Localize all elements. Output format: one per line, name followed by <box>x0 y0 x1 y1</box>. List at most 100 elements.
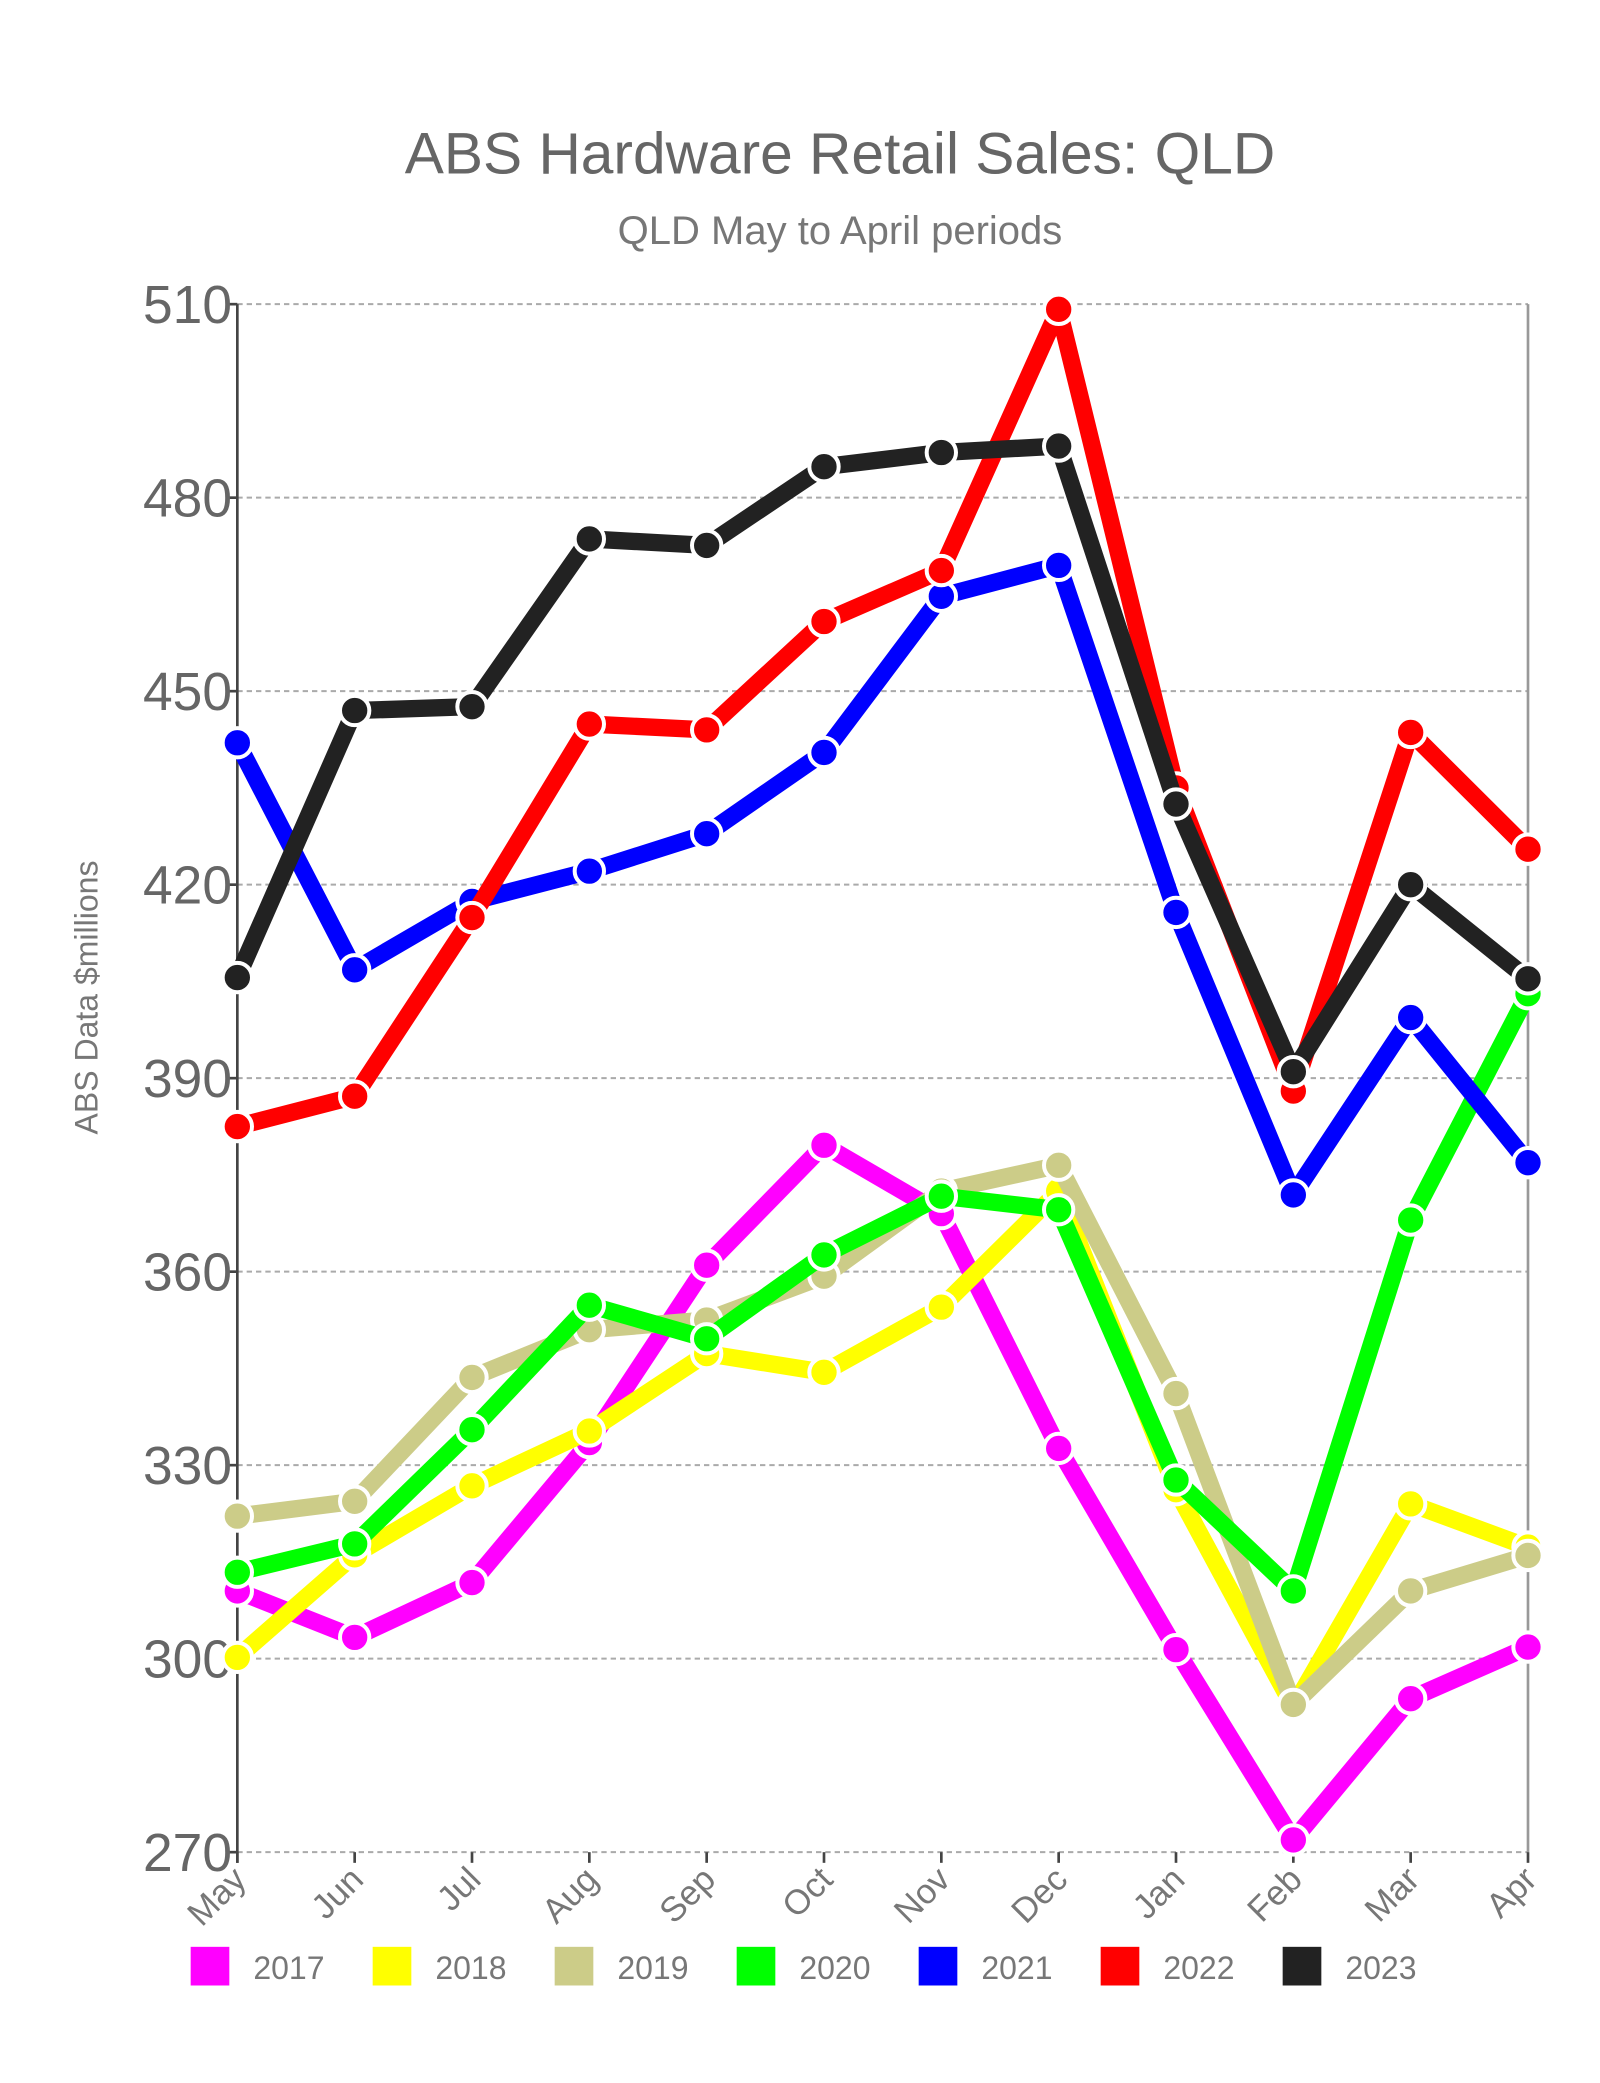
data-point <box>455 1413 489 1447</box>
y-tick-label: 390 <box>143 1050 232 1109</box>
legend-label: 2018 <box>435 1950 506 1986</box>
data-point <box>807 604 841 639</box>
data-point <box>220 1499 254 1533</box>
series-2017 <box>220 1128 1545 1857</box>
data-point <box>455 1469 489 1503</box>
data-point <box>807 450 841 484</box>
data-point <box>220 726 254 760</box>
chart-subtitle: QLD May to April periods <box>618 209 1063 253</box>
data-point <box>572 1288 606 1322</box>
data-point <box>572 522 606 556</box>
data-point <box>455 689 489 724</box>
y-tick-label: 480 <box>143 469 232 528</box>
data-point <box>1393 715 1428 750</box>
y-tick-label: 510 <box>143 276 232 335</box>
data-point <box>220 1555 254 1589</box>
series-line-2023 <box>228 437 1537 1081</box>
legend-label: 2017 <box>253 1950 324 1986</box>
y-tick-label: 330 <box>143 1437 232 1496</box>
data-point <box>1511 832 1545 866</box>
series-group <box>220 292 1545 1857</box>
data-point <box>690 817 724 851</box>
data-point <box>1393 868 1428 902</box>
data-point <box>455 1360 489 1395</box>
legend-swatch <box>372 1946 412 1986</box>
legend-label: 2023 <box>1345 1950 1416 1986</box>
grid <box>237 303 1528 1854</box>
legend-label: 2022 <box>1163 1950 1234 1986</box>
data-point <box>337 693 372 728</box>
legend-swatch <box>554 1946 594 1986</box>
x-tick-label: Nov <box>887 1860 958 1931</box>
legend-swatch <box>918 1946 958 1986</box>
series-2021 <box>220 548 1545 1212</box>
y-tick-label: 420 <box>143 856 232 915</box>
legend-swatch <box>1100 1946 1140 1986</box>
data-point <box>1159 895 1193 930</box>
data-point <box>1393 1681 1428 1716</box>
data-point <box>690 1248 724 1282</box>
data-point <box>1276 1574 1310 1608</box>
data-point <box>1393 1574 1428 1608</box>
legend-item-2022: 2022 <box>1100 1946 1235 1986</box>
legend-swatch <box>736 1946 776 1986</box>
data-point <box>1393 1203 1428 1237</box>
data-point <box>1276 1178 1310 1212</box>
legend-label: 2019 <box>617 1950 688 1986</box>
data-point <box>690 528 724 563</box>
series-2022 <box>220 292 1545 1144</box>
data-point <box>1041 292 1076 326</box>
y-tick-label: 360 <box>143 1243 232 1302</box>
data-point <box>1159 1463 1193 1497</box>
data-point <box>1041 1148 1076 1182</box>
data-point <box>220 1640 254 1675</box>
x-tick-label: Jan <box>1126 1860 1192 1926</box>
legend-item-2023: 2023 <box>1282 1946 1417 1986</box>
data-point <box>572 1414 606 1448</box>
data-point <box>807 1128 841 1162</box>
data-point <box>1276 1823 1310 1857</box>
y-tick-label: 270 <box>143 1824 232 1883</box>
data-point <box>1041 1193 1076 1227</box>
legend-item-2020: 2020 <box>736 1946 871 1986</box>
x-tick-label: Apr <box>1479 1860 1544 1925</box>
data-point <box>1041 1431 1076 1466</box>
data-point <box>337 1484 372 1518</box>
data-point <box>1159 1376 1193 1411</box>
data-point <box>337 1620 372 1655</box>
legend-label: 2020 <box>799 1950 870 1986</box>
data-point <box>337 953 372 987</box>
data-point <box>1159 1632 1193 1667</box>
data-point <box>924 1290 958 1324</box>
legend-item-2021: 2021 <box>918 1946 1053 1986</box>
data-point <box>924 435 958 470</box>
legend-item-2017: 2017 <box>190 1946 325 1986</box>
data-point <box>924 553 958 588</box>
series-line-2021 <box>228 556 1537 1204</box>
legend-label: 2021 <box>981 1950 1052 1986</box>
legend-item-2019: 2019 <box>554 1946 689 1986</box>
series-line-2018 <box>228 1182 1537 1716</box>
data-point <box>1511 1145 1545 1180</box>
data-point <box>1393 1000 1428 1035</box>
data-point <box>220 1109 254 1144</box>
data-point <box>337 1079 372 1113</box>
data-point <box>572 854 606 888</box>
x-tick-label: Feb <box>1241 1860 1310 1929</box>
y-axis-label: ABS Data $millions <box>68 861 104 1135</box>
series-2020 <box>220 977 1545 1608</box>
legend-swatch <box>1282 1946 1322 1986</box>
data-point <box>1159 787 1193 821</box>
x-tick-label: Jun <box>305 1860 371 1926</box>
legend: 2017 2018 2019 2020 2021 2022 2023 <box>190 1946 1417 1986</box>
data-point <box>807 1355 841 1389</box>
data-point <box>220 960 254 995</box>
data-point <box>924 1179 958 1213</box>
data-point <box>1041 429 1076 463</box>
series-line-2017 <box>228 1136 1537 1849</box>
x-tick-label: Oct <box>775 1860 840 1925</box>
series-2023 <box>220 429 1545 1089</box>
data-point <box>1393 1487 1428 1521</box>
chart-title: ABS Hardware Retail Sales: QLD <box>405 122 1275 187</box>
